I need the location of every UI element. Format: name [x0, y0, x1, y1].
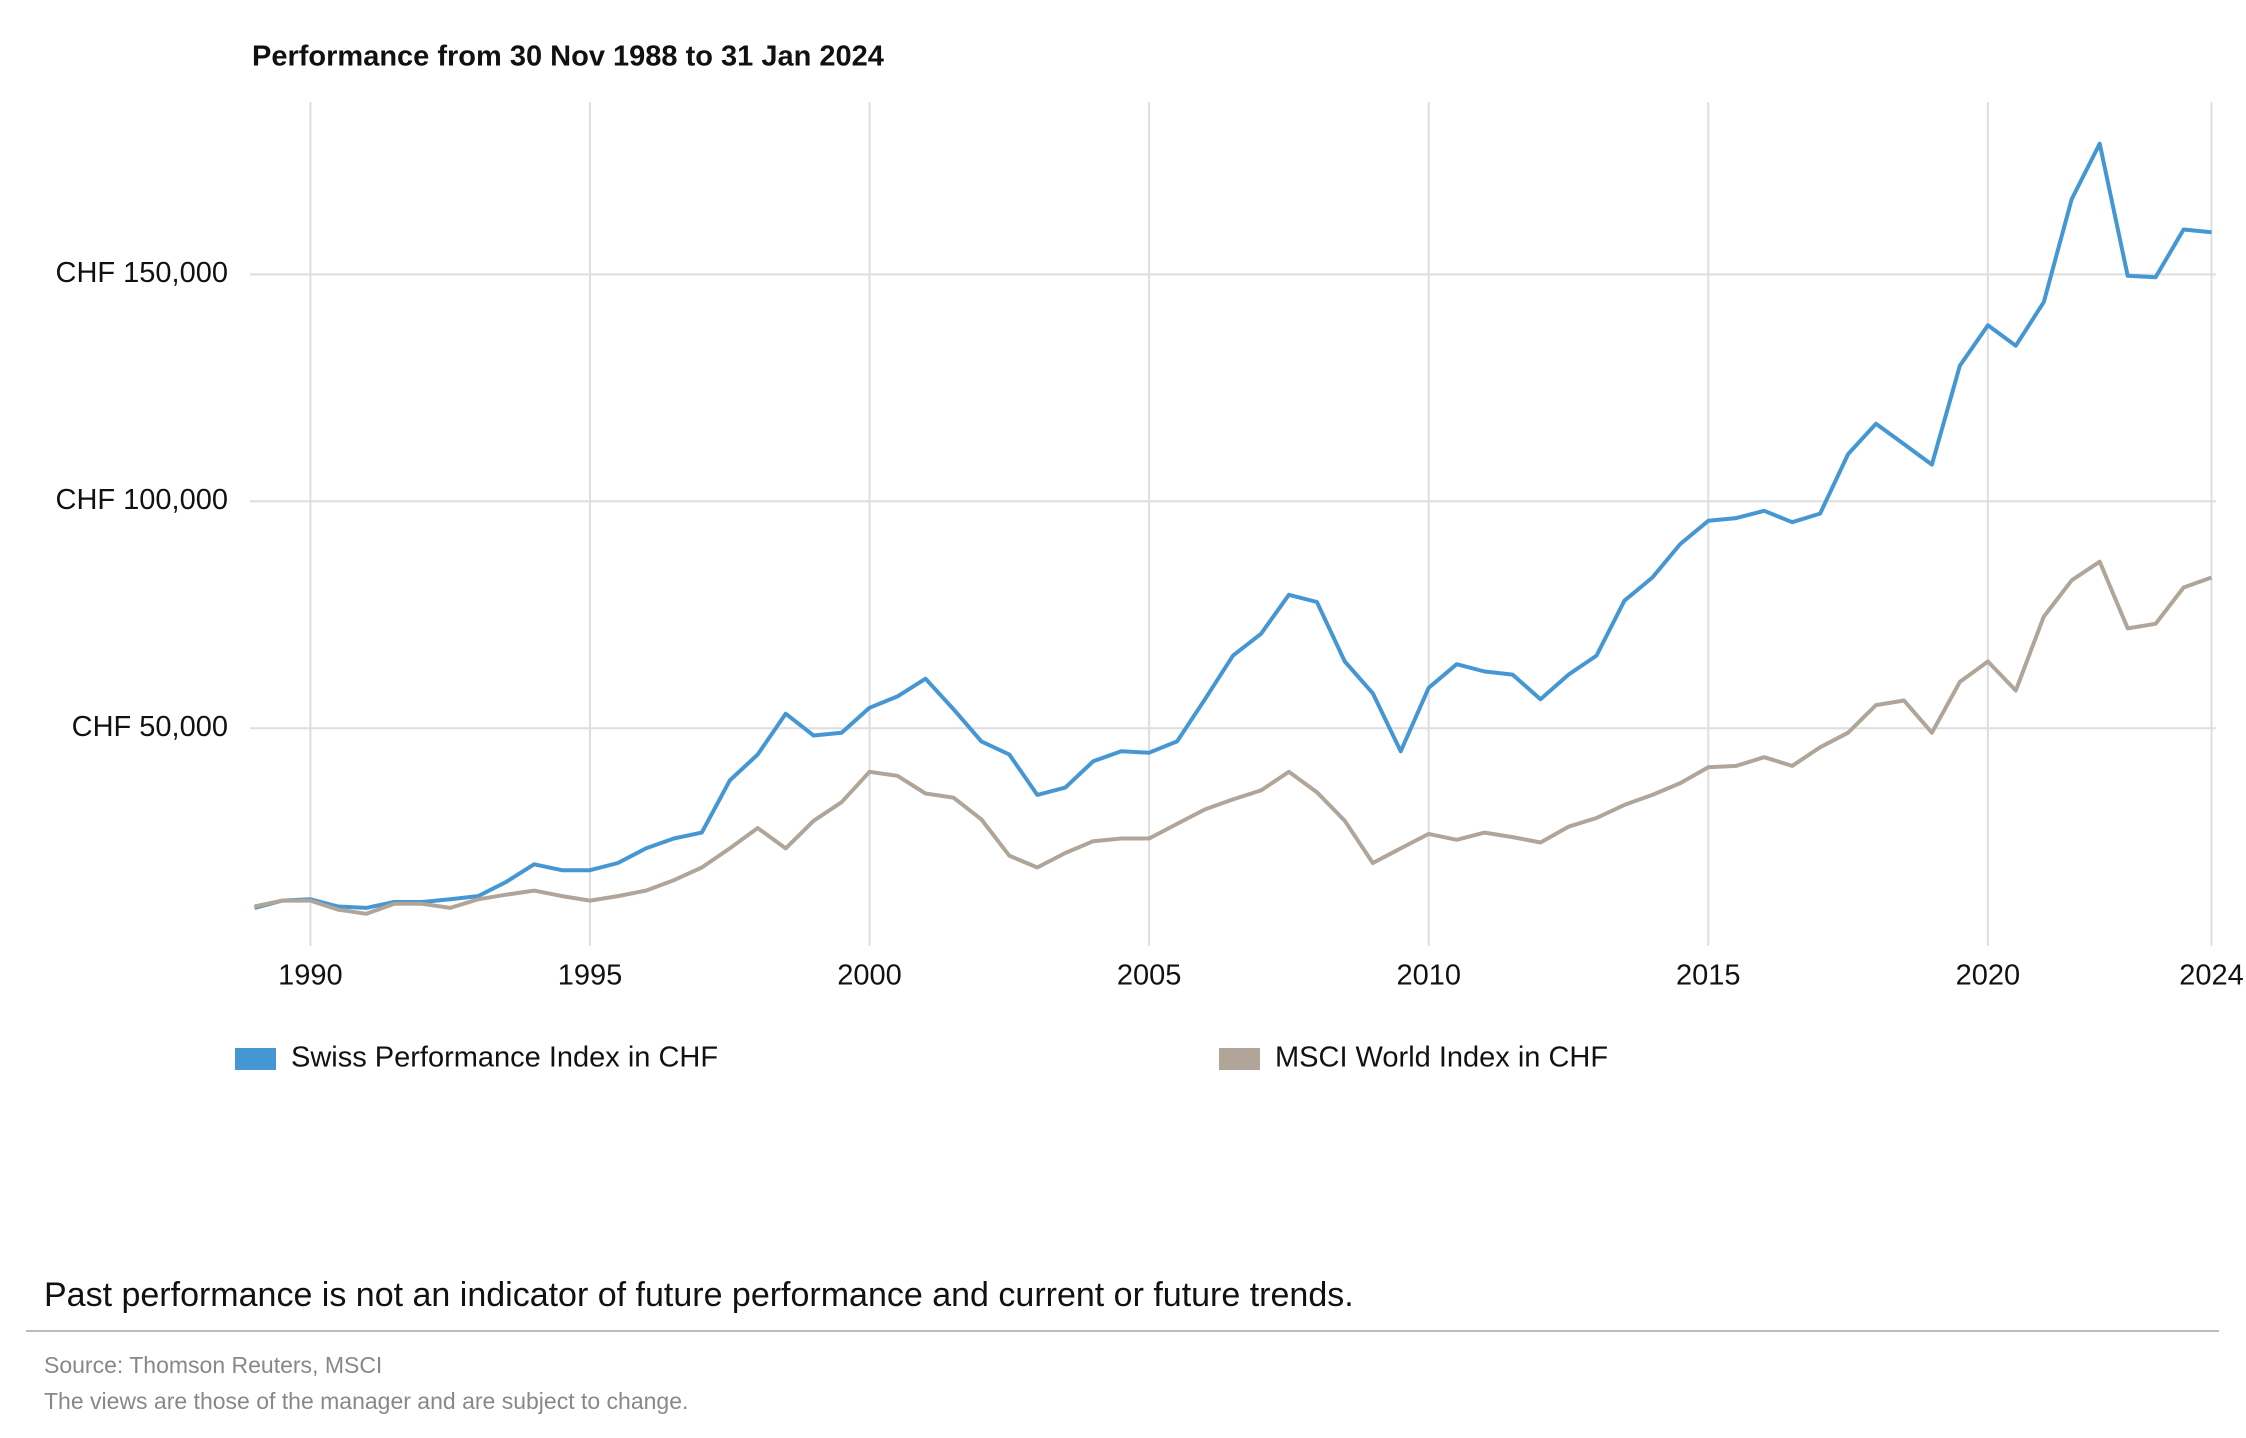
- x-tick-label: 2015: [1676, 960, 1741, 992]
- x-tick-label: 2020: [1956, 960, 2021, 992]
- legend-label: MSCI World Index in CHF: [1275, 1042, 1608, 1074]
- disclaimer: Past performance is not an indicator of …: [44, 1276, 1354, 1314]
- y-tick-label: CHF 100,000: [56, 484, 229, 516]
- y-tick-label: CHF 150,000: [56, 257, 229, 289]
- series-line: [254, 559, 2213, 916]
- chart-title: Performance from 30 Nov 1988 to 31 Jan 2…: [252, 41, 884, 73]
- note: The views are those of the manager and a…: [44, 1388, 688, 1414]
- x-tick-label: 2024: [2179, 960, 2244, 992]
- series-line: [253, 141, 2212, 910]
- x-tick-label: 2010: [1396, 960, 1461, 992]
- source: Source: Thomson Reuters, MSCI: [44, 1352, 382, 1378]
- legend-swatch: [235, 1048, 276, 1070]
- y-tick-label: CHF 50,000: [72, 711, 228, 743]
- legend-swatch: [1219, 1048, 1260, 1070]
- x-tick-label: 1990: [278, 960, 343, 992]
- x-tick-label: 2000: [837, 960, 902, 992]
- x-tick-label: 1995: [558, 960, 623, 992]
- x-tick-label: 2005: [1117, 960, 1182, 992]
- legend-label: Swiss Performance Index in CHF: [291, 1042, 718, 1074]
